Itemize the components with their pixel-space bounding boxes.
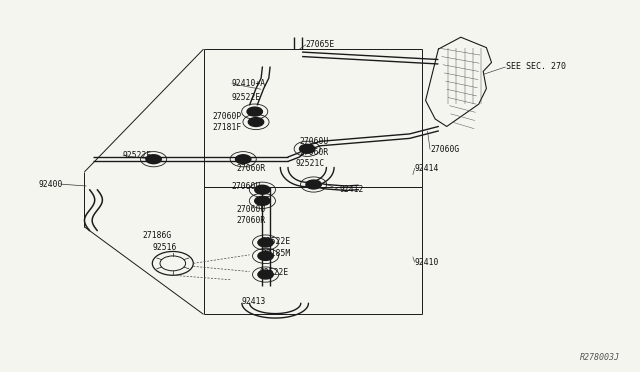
Text: 92410+A: 92410+A: [232, 79, 266, 88]
Circle shape: [258, 251, 273, 260]
Circle shape: [247, 107, 262, 116]
Text: R278003J: R278003J: [580, 353, 620, 362]
Text: SEE SEC. 270: SEE SEC. 270: [506, 62, 566, 71]
Text: 92522E: 92522E: [259, 268, 289, 277]
Text: 92400: 92400: [38, 180, 63, 189]
Text: 27060U: 27060U: [237, 205, 266, 214]
Circle shape: [248, 118, 264, 126]
Circle shape: [258, 270, 273, 279]
Text: 92410: 92410: [415, 258, 439, 267]
Circle shape: [146, 155, 161, 164]
Text: 27060U: 27060U: [232, 182, 261, 191]
Circle shape: [255, 196, 270, 205]
Text: 92522E: 92522E: [261, 237, 291, 246]
Text: 27060R: 27060R: [237, 164, 266, 173]
Circle shape: [258, 238, 273, 247]
Circle shape: [236, 155, 251, 164]
Text: 27181F: 27181F: [212, 124, 242, 132]
Text: 92521C: 92521C: [296, 159, 325, 168]
Text: 27060U: 27060U: [300, 137, 329, 146]
Text: 27060G: 27060G: [430, 145, 460, 154]
Text: 92412: 92412: [339, 185, 364, 194]
Text: 92516: 92516: [152, 243, 177, 251]
Text: 27060P: 27060P: [212, 112, 242, 121]
Text: 27060R: 27060R: [237, 216, 266, 225]
Text: 27186G: 27186G: [142, 231, 172, 240]
Text: 92413: 92413: [242, 297, 266, 306]
Text: 27065E: 27065E: [306, 40, 335, 49]
Text: 92522E: 92522E: [123, 151, 152, 160]
Circle shape: [300, 144, 315, 153]
Text: 27185M: 27185M: [261, 249, 291, 258]
Circle shape: [255, 185, 270, 194]
Text: 27060R: 27060R: [300, 148, 329, 157]
Text: 92522E: 92522E: [232, 93, 261, 102]
Circle shape: [306, 180, 321, 189]
Text: 92414: 92414: [415, 164, 439, 173]
